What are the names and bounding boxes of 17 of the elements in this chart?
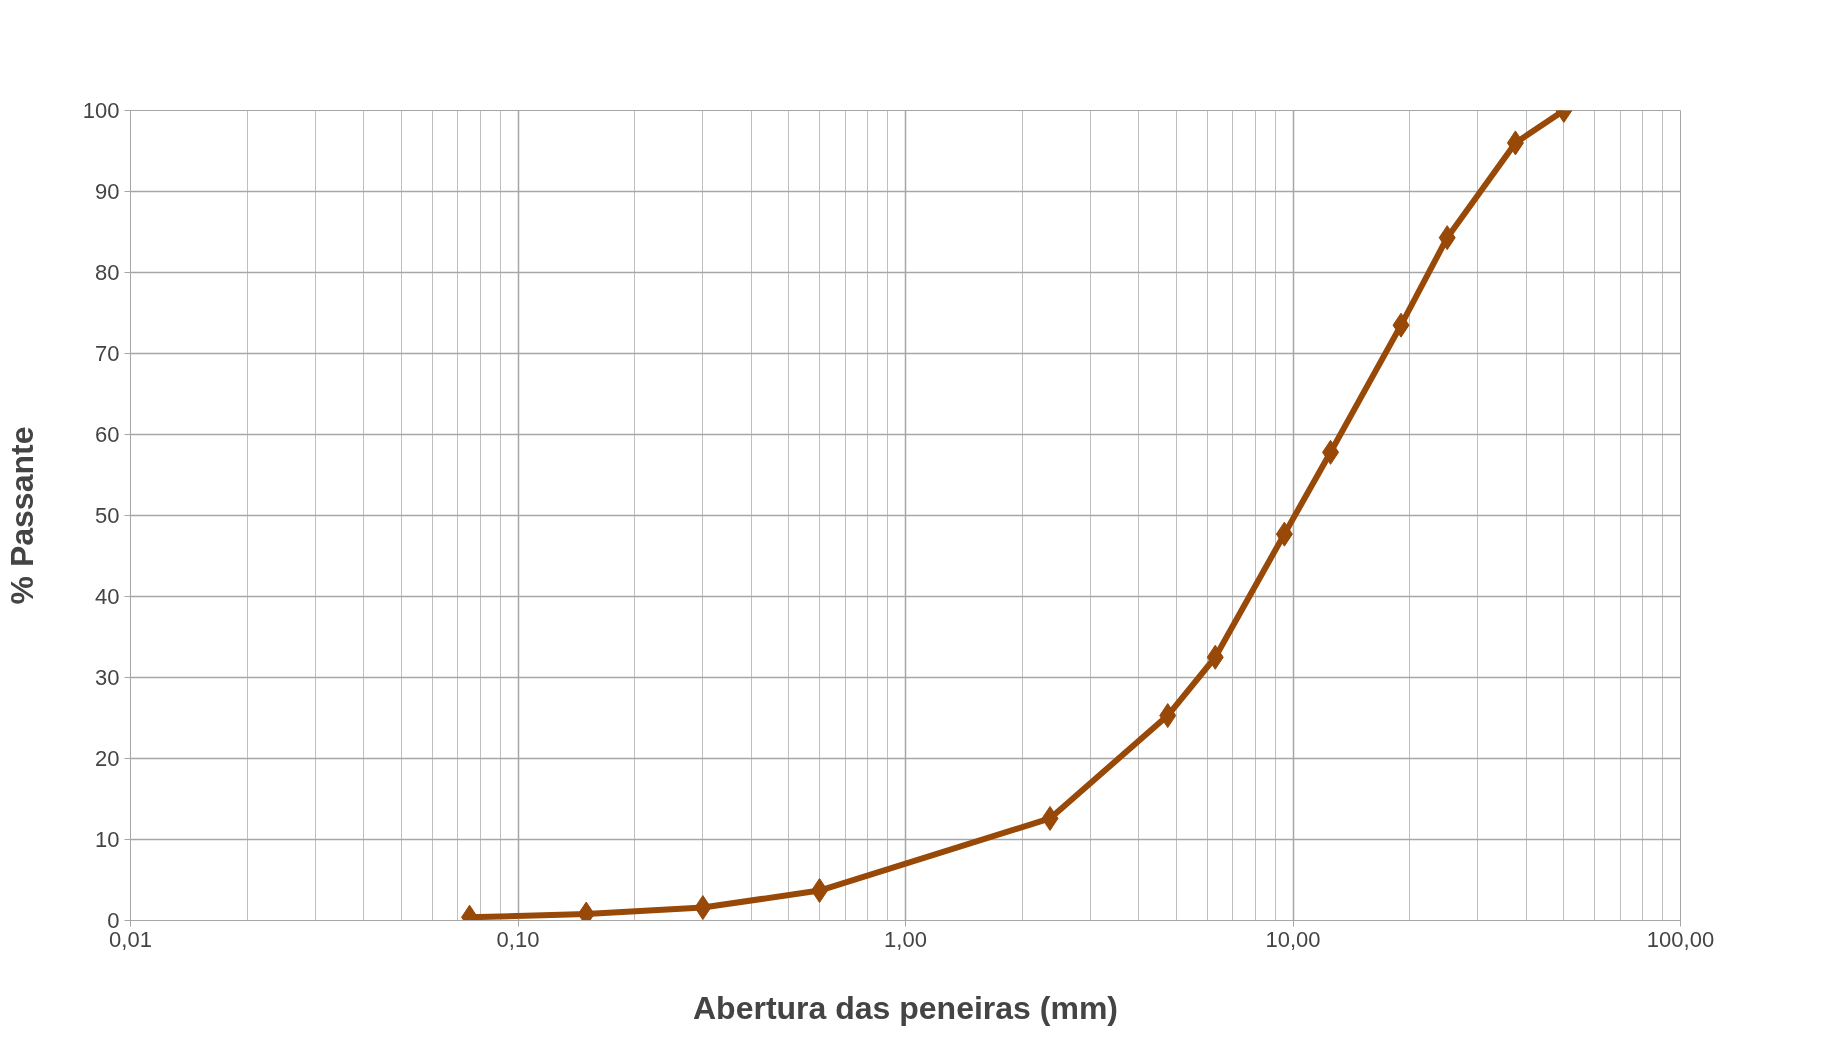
y-tick-label: 30 (95, 665, 120, 690)
x-axis-title: Abertura das peneiras (mm) (692, 989, 1119, 1026)
x-tick-label: 0,10 (496, 926, 540, 952)
y-tick-label: 90 (95, 179, 120, 204)
y-tick-label: 80 (95, 260, 120, 285)
y-tick-label: 60 (95, 422, 120, 447)
x-tick-label: 1,00 (884, 926, 927, 952)
y-tick-label: 100 (82, 98, 120, 123)
y-tick-label: 40 (95, 584, 120, 609)
y-axis-title: % Passante (3, 426, 40, 605)
y-tick-label: 0 (107, 908, 120, 933)
y-tick-label: 70 (95, 341, 120, 366)
x-tick-label: 10,00 (1265, 926, 1321, 952)
y-tick-label: 50 (95, 503, 120, 528)
y-tick-label: 20 (95, 746, 120, 771)
x-tick-label: 100,00 (1646, 926, 1715, 952)
y-tick-label: 10 (95, 827, 120, 852)
